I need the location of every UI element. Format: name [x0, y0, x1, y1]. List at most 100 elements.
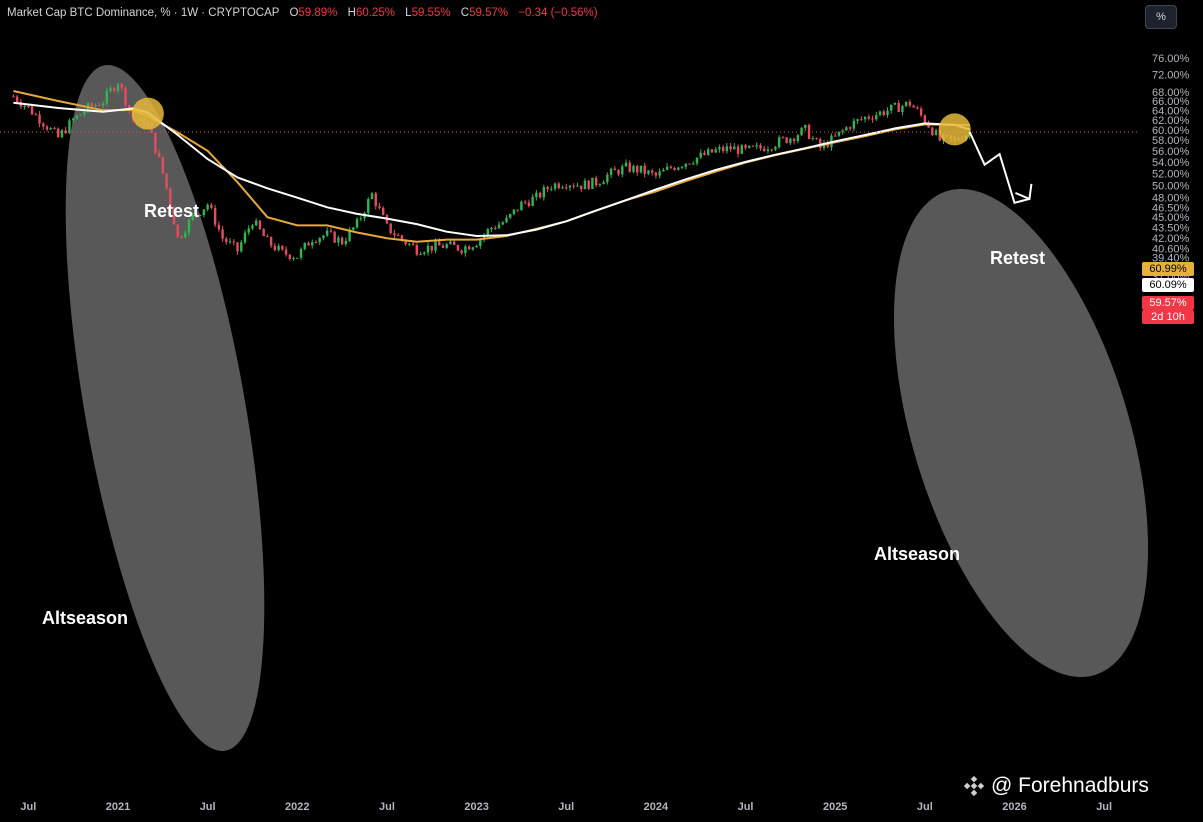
- x-tick-label: 2022: [285, 801, 309, 813]
- candle-body: [725, 146, 729, 152]
- candle-body: [284, 249, 288, 255]
- last-price-tag: 59.57%: [1142, 296, 1194, 310]
- candle-body: [878, 111, 882, 115]
- y-tick-label: 58.00%: [1152, 135, 1190, 147]
- candle-body: [258, 220, 262, 230]
- candle-body: [755, 145, 758, 147]
- candle-body: [658, 171, 661, 176]
- candle-body: [352, 227, 355, 230]
- candle-body: [184, 232, 187, 237]
- annotation-retest-right: Retest: [990, 248, 1045, 268]
- candle-body: [169, 188, 172, 207]
- candle-body: [299, 248, 303, 258]
- candle-body: [695, 157, 699, 164]
- watermark-text: @ Forehnadburs: [991, 774, 1149, 797]
- x-tick-label: 2024: [644, 801, 669, 813]
- candle-body: [789, 138, 792, 143]
- candle-body: [389, 223, 392, 234]
- candle-body: [509, 213, 512, 218]
- candle-body: [792, 138, 796, 141]
- candle-body: [677, 167, 680, 170]
- candle-body: [374, 193, 377, 207]
- candle-body: [60, 130, 64, 138]
- binance-logo-icon: [963, 775, 985, 797]
- candle-body: [703, 152, 706, 155]
- annotation-altseason-right: Altseason: [874, 544, 960, 564]
- candle-body: [322, 235, 325, 239]
- y-tick-label: 42.00%: [1152, 233, 1190, 245]
- candle-body: [650, 170, 654, 173]
- candle-body: [535, 192, 538, 198]
- candle-body: [247, 228, 250, 233]
- candle-body: [329, 230, 333, 232]
- candle-body: [213, 207, 217, 225]
- candle-body: [770, 149, 773, 151]
- candle-body: [624, 162, 628, 167]
- ma-white-line: [13, 101, 970, 238]
- candle-body: [565, 187, 568, 189]
- candle-body: [419, 253, 422, 255]
- candle-body: [643, 165, 646, 174]
- candle-body: [594, 177, 598, 186]
- candle-body: [27, 106, 30, 108]
- candle-body: [617, 170, 620, 175]
- retest-marker-2: [938, 113, 971, 146]
- candle-body: [438, 241, 441, 246]
- low-label: L: [405, 7, 412, 19]
- candle-body: [744, 145, 747, 148]
- candle-body: [494, 227, 497, 229]
- candle-body: [837, 131, 841, 136]
- candle-body: [482, 235, 486, 240]
- y-tick-label: 72.00%: [1152, 70, 1190, 82]
- candle-body: [796, 135, 800, 141]
- candle-body: [800, 127, 803, 136]
- altseason-zone-2: [893, 189, 1149, 677]
- candle-body: [807, 124, 811, 140]
- open-label: O: [289, 7, 299, 19]
- candle-body: [467, 246, 471, 250]
- candle-body: [863, 116, 867, 120]
- candle-body: [882, 111, 885, 116]
- y-tick-label: 45.00%: [1152, 212, 1190, 224]
- candle-body: [740, 145, 744, 154]
- candle-body: [733, 146, 736, 150]
- candle-body: [311, 242, 314, 246]
- candle-body: [598, 184, 602, 186]
- candle-body: [811, 138, 814, 140]
- candle-body: [714, 149, 717, 153]
- candle-body: [281, 245, 284, 250]
- symbol-title: Market Cap BTC Dominance, % · 1W · CRYPT…: [7, 7, 280, 19]
- percent-scale-button[interactable]: %: [1145, 5, 1177, 29]
- candle-body: [497, 224, 501, 229]
- candle-body: [378, 206, 381, 208]
- candle-body: [721, 147, 725, 152]
- candle-body: [340, 237, 344, 245]
- candle-body: [154, 132, 157, 153]
- symbol-legend: Market Cap BTC Dominance, % · 1W · CRYPT…: [7, 7, 598, 19]
- candle-body: [860, 119, 863, 121]
- candle-body: [804, 124, 807, 128]
- candle-body: [516, 209, 519, 211]
- candle-body: [116, 84, 120, 91]
- candle-body: [460, 250, 463, 254]
- candle-body: [303, 242, 306, 249]
- candle-body: [210, 204, 213, 208]
- x-tick-label: 2021: [106, 801, 130, 813]
- candle-body: [568, 185, 572, 188]
- candle-body: [400, 235, 404, 241]
- candle-body: [815, 138, 818, 140]
- ma-white-price-tag: 60.09%: [1142, 278, 1194, 292]
- ma-yellow-price-tag: 60.99%: [1142, 262, 1194, 276]
- candle-body: [699, 152, 702, 158]
- candle-body: [583, 180, 587, 190]
- candle-body: [848, 127, 852, 129]
- candle-body: [479, 239, 482, 246]
- candle-body: [748, 145, 751, 148]
- candle-body: [875, 114, 878, 120]
- candle-body: [292, 257, 295, 259]
- candle-body: [370, 193, 374, 200]
- candle-body: [53, 128, 56, 130]
- candle-body: [886, 110, 889, 116]
